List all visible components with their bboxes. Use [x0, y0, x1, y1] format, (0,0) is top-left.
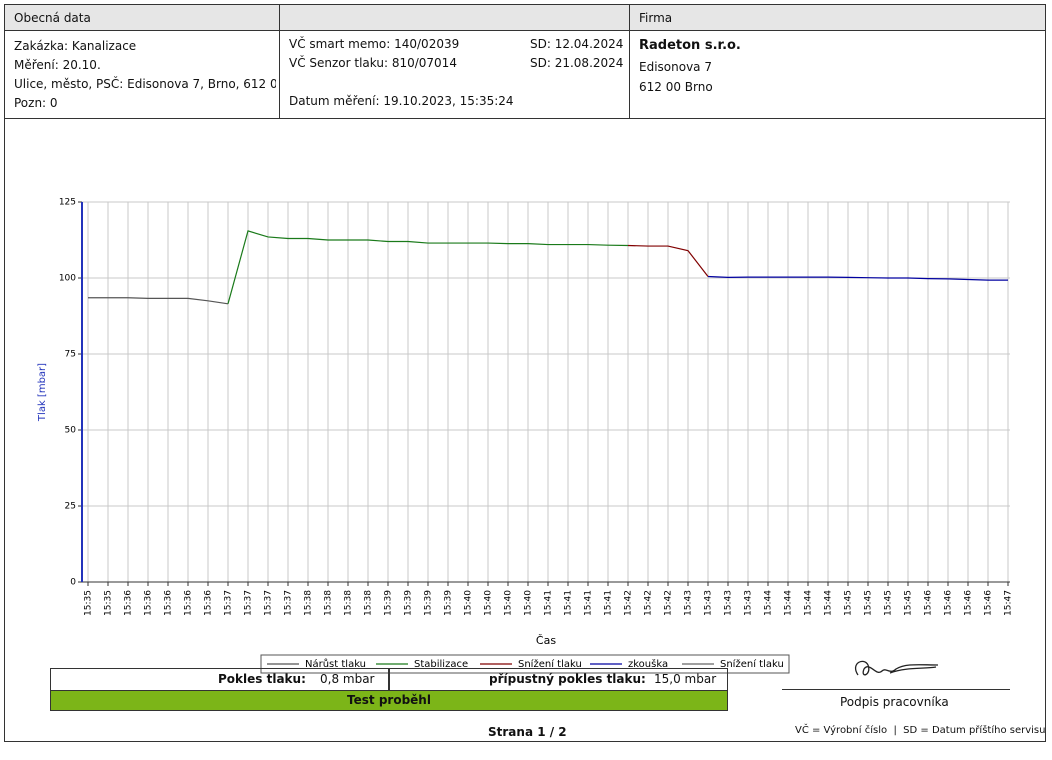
x-tick-label: 15:39 — [384, 590, 394, 616]
x-tick-label: 15:36 — [144, 590, 154, 616]
series-line — [707, 275, 1008, 281]
cell-divider — [388, 668, 390, 691]
y-axis-label: Tlak [mbar] — [37, 363, 48, 422]
x-tick-label: 15:38 — [324, 590, 334, 616]
x-tick-label: 15:40 — [464, 590, 474, 616]
x-tick-label: 15:44 — [824, 590, 834, 616]
signature-scribble — [854, 660, 939, 676]
x-tick-label: 15:39 — [424, 590, 434, 616]
legend-label: Snížení tlaku — [518, 658, 582, 670]
sensor: VČ Senzor tlaku: 810/07014 — [289, 56, 457, 70]
signature-line — [782, 689, 1010, 690]
x-tick-label: 15:36 — [124, 590, 134, 616]
x-tick-label: 15:46 — [984, 590, 994, 616]
x-tick-label: 15:35 — [104, 590, 114, 616]
x-tick-label: 15:37 — [284, 590, 294, 616]
series-line — [88, 297, 229, 305]
legend-label: Stabilizace — [414, 659, 468, 670]
info-line: Měření: 20.10. — [14, 58, 101, 72]
x-tick-label: 15:43 — [704, 590, 714, 616]
x-axis-label: Čas — [536, 634, 556, 647]
series-line — [627, 244, 709, 277]
x-tick-label: 15:36 — [204, 590, 214, 616]
order-info: Zakázka: Kanalizace Měření: 20.10. Ulice… — [14, 37, 276, 113]
info-line: Pozn: 0 — [14, 96, 58, 110]
allowed-value: 15,0 mbar — [654, 672, 717, 686]
y-tick-label: 50 — [65, 426, 77, 436]
x-tick-label: 15:45 — [864, 590, 874, 616]
x-tick-label: 15:46 — [924, 590, 934, 616]
drop-value: 0,8 mbar — [320, 672, 375, 686]
signature-label: Podpis pracovníka — [840, 695, 949, 709]
x-tick-label: 15:43 — [684, 590, 694, 616]
result-banner: Test proběhl — [50, 690, 728, 711]
x-tick-label: 15:40 — [524, 590, 534, 616]
x-tick-label: 15:40 — [484, 590, 494, 616]
column-divider — [279, 4, 630, 119]
memo-sd: SD: 12.04.2024 — [530, 37, 624, 51]
measure-date: Datum měření: 19.10.2023, 15:35:24 — [289, 94, 514, 108]
header-title: Obecná data — [14, 11, 91, 25]
x-tick-label: 15:39 — [404, 590, 414, 616]
x-tick-label: 15:38 — [304, 590, 314, 616]
x-tick-label: 15:43 — [744, 590, 754, 616]
y-tick-label: 25 — [65, 502, 76, 512]
x-tick-label: 15:37 — [264, 590, 274, 616]
x-tick-label: 15:46 — [964, 590, 974, 616]
header-body — [4, 30, 1046, 119]
x-tick-label: 15:35 — [84, 590, 94, 616]
series-line — [227, 230, 629, 304]
x-tick-label: 15:47 — [1004, 590, 1014, 616]
x-tick-label: 15:39 — [444, 590, 454, 616]
page-number: Strana 1 / 2 — [488, 725, 567, 739]
x-tick-label: 15:44 — [764, 590, 774, 616]
x-tick-label: 15:43 — [724, 590, 734, 616]
y-tick-label: 100 — [59, 274, 76, 284]
info-line: Ulice, město, PSČ: Edisonova 7, Brno, 61… — [14, 77, 276, 91]
x-tick-label: 15:41 — [584, 590, 594, 616]
sensor-sd: SD: 21.08.2024 — [530, 56, 624, 70]
x-tick-label: 15:37 — [244, 590, 254, 616]
x-tick-label: 15:38 — [364, 590, 374, 616]
legend-label: Snížení tlaku — [720, 658, 784, 670]
x-tick-label: 15:46 — [944, 590, 954, 616]
x-tick-label: 15:36 — [164, 590, 174, 616]
y-tick-label: 75 — [65, 350, 76, 360]
x-tick-label: 15:41 — [604, 590, 614, 616]
x-tick-label: 15:36 — [184, 590, 194, 616]
x-tick-label: 15:41 — [564, 590, 574, 616]
x-tick-label: 15:40 — [504, 590, 514, 616]
info-line: Zakázka: Kanalizace — [14, 39, 137, 53]
company-line: Edisonova 7 — [639, 60, 712, 74]
x-tick-label: 15:42 — [644, 590, 654, 616]
header-title: Firma — [639, 11, 673, 25]
x-tick-label: 15:41 — [544, 590, 554, 616]
company: Radeton s.r.o. — [639, 38, 741, 53]
legend-label: zkouška — [628, 658, 668, 670]
x-tick-label: 15:45 — [884, 590, 894, 616]
legend-label: Nárůst tlaku — [305, 658, 366, 670]
x-tick-label: 15:38 — [344, 590, 354, 616]
x-tick-label: 15:42 — [664, 590, 674, 616]
x-tick-label: 15:37 — [224, 590, 234, 616]
x-tick-label: 15:44 — [804, 590, 814, 616]
y-tick-label: 125 — [59, 198, 76, 208]
allowed-label: přípustný pokles tlaku: — [489, 672, 646, 686]
company-line: 612 00 Brno — [639, 80, 713, 94]
x-tick-label: 15:45 — [844, 590, 854, 616]
drop-label: Pokles tlaku: — [218, 672, 306, 686]
legend-note: VČ = Výrobní číslo | SD = Datum příštího… — [795, 725, 1046, 736]
x-tick-label: 15:44 — [784, 590, 794, 616]
memo: VČ smart memo: 140/02039 — [289, 37, 460, 51]
x-tick-label: 15:42 — [624, 590, 634, 616]
x-tick-label: 15:45 — [904, 590, 914, 616]
y-tick-label: 0 — [70, 578, 76, 588]
